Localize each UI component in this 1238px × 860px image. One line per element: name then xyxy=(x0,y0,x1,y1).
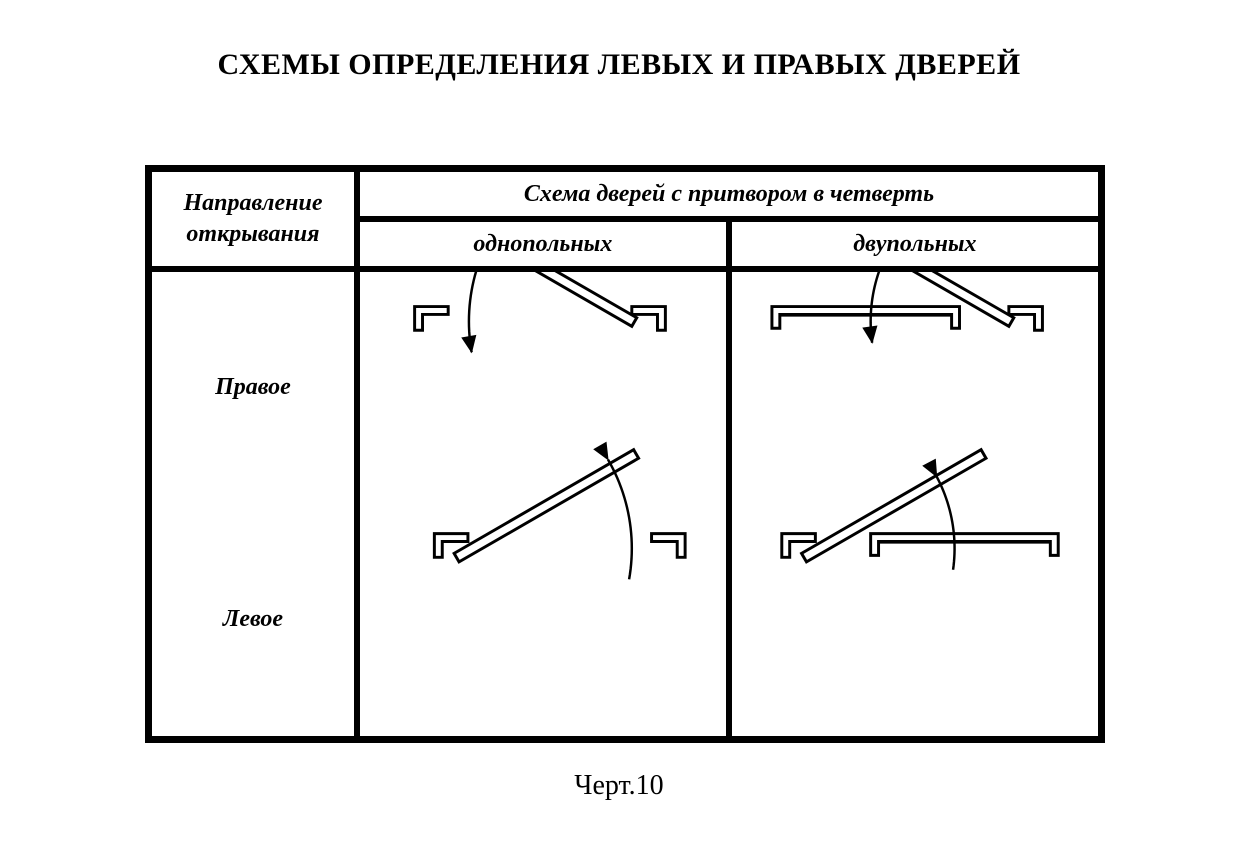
header-schema: Схема дверей с притвором в четверть xyxy=(357,169,1101,219)
diagram-single xyxy=(360,272,726,736)
row-label-right: Правое xyxy=(152,272,354,504)
header-direction: Направление открывания xyxy=(149,169,357,269)
header-single: однопольных xyxy=(357,219,729,269)
row-label-left: Левое xyxy=(152,504,354,736)
diagram-double xyxy=(732,272,1098,736)
figure-caption: Черт.10 xyxy=(0,770,1238,802)
header-double: двупольных xyxy=(729,219,1101,269)
row-labels-cell: Правое Левое xyxy=(149,269,357,739)
cell-double xyxy=(729,269,1101,739)
cell-single xyxy=(357,269,729,739)
page-title: СХЕМЫ ОПРЕДЕЛЕНИЯ ЛЕВЫХ И ПРАВЫХ ДВЕРЕЙ xyxy=(0,48,1238,82)
schema-table: Направление открывания Схема дверей с пр… xyxy=(145,165,1105,743)
